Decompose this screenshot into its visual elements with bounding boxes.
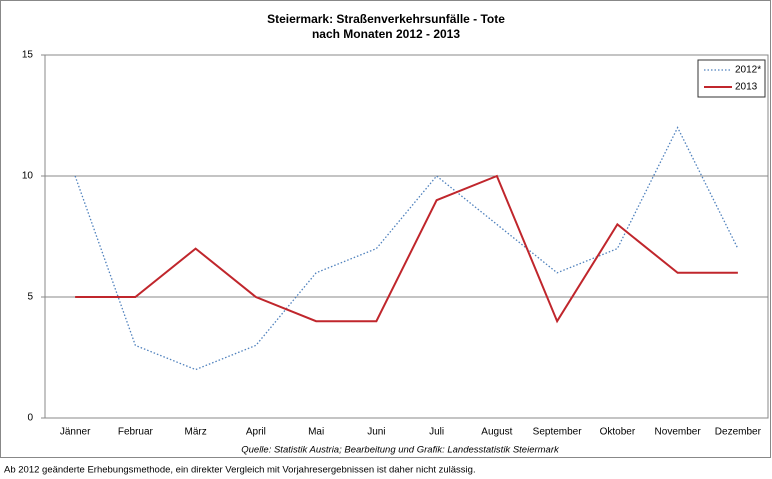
x-tick-label: Mai (308, 427, 324, 438)
x-tick-label: Oktober (600, 427, 636, 438)
x-tick-label: November (655, 427, 702, 438)
source: Quelle: Statistik Austria; Bearbeitung u… (241, 445, 560, 456)
x-tick-label: Jänner (60, 427, 91, 438)
y-tick-label: 5 (27, 292, 33, 303)
x-tick-label: Juni (367, 427, 385, 438)
x-tick-label: September (533, 427, 583, 438)
chart-title: Steiermark: Straßenverkehrsunfälle - Tot… (267, 12, 505, 26)
legend-label: 2013 (735, 82, 758, 93)
x-tick-label: Februar (118, 427, 154, 438)
x-tick-label: März (185, 427, 207, 438)
x-tick-label: Dezember (715, 427, 762, 438)
x-tick-label: April (246, 427, 266, 438)
plot-area (44, 54, 769, 419)
x-tick-label: Juli (429, 427, 444, 438)
y-tick-label: 15 (22, 50, 34, 61)
legend-label: 2012* (735, 65, 761, 76)
chart-subtitle: nach Monaten 2012 - 2013 (312, 27, 460, 41)
y-tick-label: 10 (22, 171, 34, 182)
series-line (74, 126, 739, 371)
legend-box (697, 59, 766, 98)
x-tick-label: August (481, 427, 512, 438)
footnote: Ab 2012 geänderte Erhebungsmethode, ein … (4, 465, 476, 476)
series-line (75, 174, 738, 324)
y-tick-label: 0 (27, 413, 33, 424)
